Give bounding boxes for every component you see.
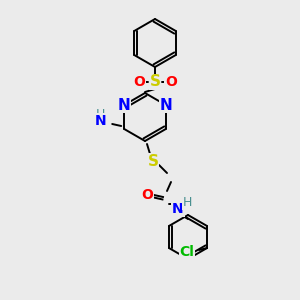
Text: N: N bbox=[118, 98, 130, 112]
Text: H: H bbox=[95, 107, 105, 121]
Text: O: O bbox=[133, 75, 145, 89]
Text: N: N bbox=[172, 202, 184, 216]
Text: N: N bbox=[159, 98, 172, 112]
Text: H: H bbox=[182, 196, 192, 209]
Text: O: O bbox=[165, 75, 177, 89]
Text: O: O bbox=[141, 188, 153, 202]
Text: Cl: Cl bbox=[180, 245, 194, 259]
Text: S: S bbox=[148, 154, 158, 169]
Text: S: S bbox=[149, 74, 161, 89]
Text: N: N bbox=[94, 114, 106, 128]
